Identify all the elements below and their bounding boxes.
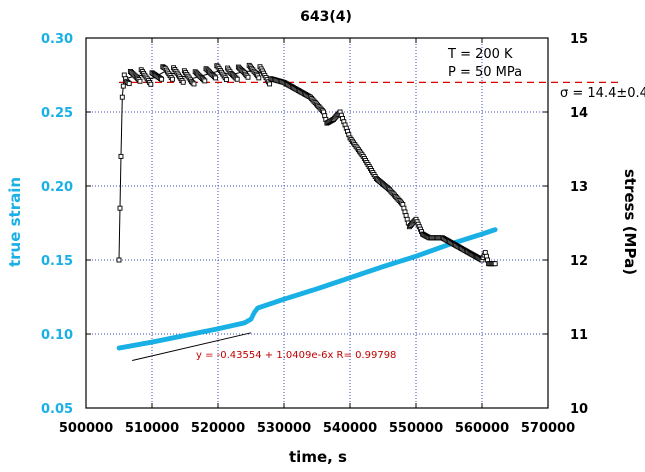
x-tick-label: 530000	[257, 421, 311, 436]
stress-point	[234, 76, 240, 82]
strain-point	[492, 227, 498, 233]
y-left-tick-label: 0.05	[41, 402, 73, 417]
grid-lines	[86, 38, 548, 408]
y-left-tick-label: 0.30	[41, 32, 73, 47]
stress-point	[223, 77, 229, 83]
stress-point	[267, 81, 273, 87]
y-left-tick-label: 0.15	[41, 254, 73, 269]
x-tick-label: 510000	[125, 421, 179, 436]
stress-point	[492, 261, 498, 267]
y-left-tick-label: 0.20	[41, 180, 73, 195]
x-axis-label: time, s	[289, 448, 347, 466]
x-tick-label: 550000	[389, 421, 443, 436]
y-right-tick-label: 11	[570, 328, 588, 343]
fit-line	[132, 332, 252, 361]
fit-equation: y = -0.43554 + 1.0409e-6x R= 0.99798	[196, 350, 396, 361]
stress-point	[213, 75, 219, 81]
chart-title: 643(4)	[300, 9, 352, 25]
stress-point	[159, 76, 165, 82]
x-tick-label: 500000	[59, 421, 113, 436]
stress-point	[120, 83, 126, 89]
stress-point	[148, 81, 154, 87]
plot-frame	[85, 37, 549, 409]
y-left-tick-label: 0.10	[41, 328, 73, 343]
y-right-tick-label: 12	[570, 254, 588, 269]
stress-series	[116, 62, 498, 267]
y-right-tick-label: 14	[570, 106, 588, 121]
sigma-annotation: σ = 14.4±0.4	[560, 86, 645, 101]
stress-point	[245, 74, 251, 80]
stress-point	[116, 257, 122, 263]
stress-point	[202, 78, 208, 84]
stress-point	[256, 75, 262, 81]
stress-point	[180, 79, 186, 85]
stress-point	[169, 76, 175, 82]
temperature-annotation: T = 200 K	[447, 47, 513, 62]
y-left-tick-label: 0.25	[41, 106, 73, 121]
pressure-annotation: P = 50 MPa	[448, 65, 522, 80]
y-right-tick-label: 13	[570, 180, 588, 195]
stress-point	[137, 78, 143, 84]
x-tick-label: 570000	[521, 421, 575, 436]
stress-point	[118, 153, 124, 159]
strain-series	[116, 227, 498, 351]
x-tick-label: 520000	[191, 421, 245, 436]
stress-point	[117, 205, 123, 211]
y-right-tick-label: 10	[570, 402, 588, 417]
stress-point	[191, 81, 197, 87]
y-axis-label-left: true strain	[6, 177, 24, 267]
fit-line-group	[132, 332, 252, 361]
y-right-tick-label: 15	[570, 32, 588, 47]
stress-line	[118, 70, 496, 265]
stress-point	[126, 81, 132, 87]
x-tick-label: 540000	[323, 421, 377, 436]
axis-ticks: 500000 510000 520000 530000 540000 550000 5600…	[41, 32, 588, 436]
y-axis-label-right: stress (MPa)	[621, 169, 639, 275]
x-tick-label: 560000	[455, 421, 509, 436]
stress-point	[119, 94, 125, 100]
